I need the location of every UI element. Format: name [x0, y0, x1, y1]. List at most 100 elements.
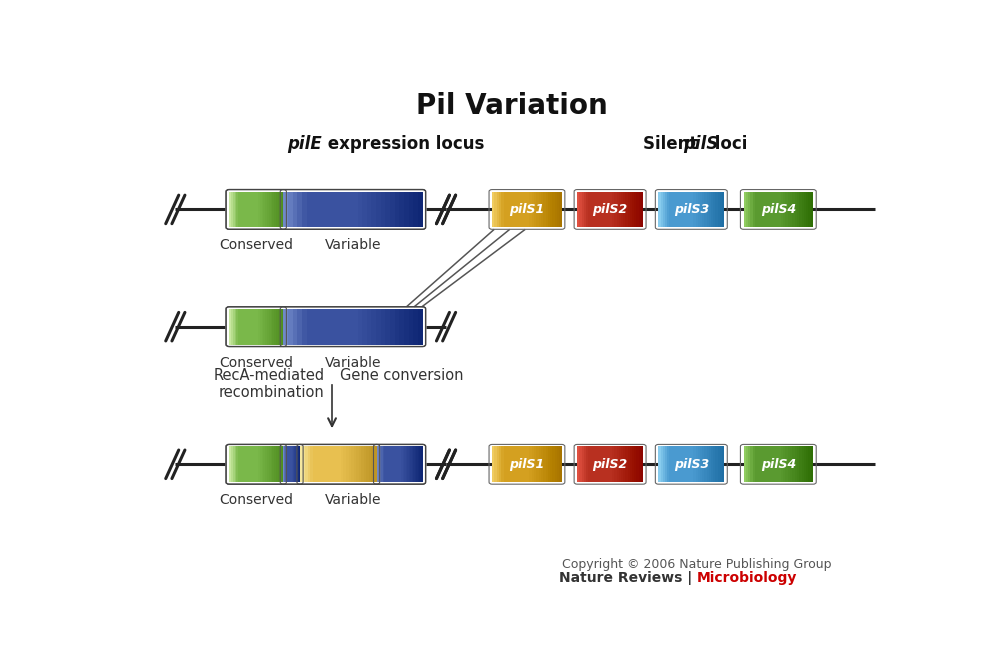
Bar	[297, 191, 301, 227]
Bar	[276, 446, 277, 482]
Bar	[577, 191, 580, 227]
Text: pilE: pilE	[287, 135, 322, 154]
Bar	[239, 191, 240, 227]
Bar	[276, 308, 277, 344]
Bar	[283, 308, 288, 344]
Bar	[261, 308, 263, 344]
Bar	[419, 446, 421, 482]
Bar	[759, 191, 762, 227]
Bar	[281, 446, 283, 482]
Bar	[254, 191, 256, 227]
Bar	[746, 191, 748, 227]
Bar	[353, 308, 357, 344]
Bar	[244, 446, 246, 482]
Bar	[311, 308, 315, 344]
Bar	[231, 308, 233, 344]
Bar	[343, 191, 348, 227]
Bar	[386, 446, 387, 482]
Bar	[586, 191, 588, 227]
Bar	[532, 191, 534, 227]
Text: Silent: Silent	[643, 135, 703, 154]
Bar	[357, 308, 362, 344]
Bar	[361, 446, 364, 482]
Bar	[311, 191, 315, 227]
Bar	[310, 446, 312, 482]
Bar	[755, 191, 757, 227]
Bar	[550, 191, 553, 227]
Bar	[248, 191, 250, 227]
Bar	[261, 191, 263, 227]
Bar	[315, 308, 320, 344]
Bar	[621, 446, 623, 482]
Bar	[248, 446, 250, 482]
Bar	[239, 446, 240, 482]
Bar	[270, 308, 272, 344]
Bar	[593, 191, 595, 227]
Bar	[597, 191, 599, 227]
Bar	[325, 308, 329, 344]
Bar	[413, 308, 418, 344]
Bar	[418, 446, 419, 482]
Bar	[799, 191, 801, 227]
Bar	[790, 191, 792, 227]
Bar	[685, 446, 687, 482]
Bar	[546, 446, 548, 482]
Bar	[274, 191, 276, 227]
Bar	[778, 191, 780, 227]
Bar	[230, 308, 231, 344]
Bar	[258, 191, 259, 227]
Text: Copyright © 2006 Nature Publishing Group: Copyright © 2006 Nature Publishing Group	[562, 558, 832, 571]
Bar	[416, 446, 418, 482]
Text: expression locus: expression locus	[322, 135, 484, 154]
Bar	[258, 308, 259, 344]
Bar	[584, 191, 586, 227]
Bar	[323, 446, 325, 482]
Bar	[334, 191, 339, 227]
Bar	[267, 446, 268, 482]
Bar	[700, 191, 703, 227]
Bar	[518, 446, 520, 482]
Bar	[582, 446, 584, 482]
Bar	[364, 446, 366, 482]
Bar	[369, 446, 371, 482]
Bar	[520, 446, 522, 482]
Bar	[676, 191, 679, 227]
Bar	[536, 446, 539, 482]
Bar	[766, 191, 769, 227]
Bar	[341, 446, 343, 482]
Bar	[617, 446, 619, 482]
Bar	[513, 191, 515, 227]
Bar	[621, 191, 623, 227]
Bar	[595, 191, 597, 227]
Bar	[534, 446, 536, 482]
Bar	[362, 308, 367, 344]
Bar	[670, 446, 672, 482]
Bar	[548, 446, 550, 482]
Bar	[415, 446, 416, 482]
Bar	[674, 191, 676, 227]
Text: Gene conversion: Gene conversion	[339, 367, 463, 383]
Bar	[663, 191, 665, 227]
Bar	[315, 191, 320, 227]
Bar	[339, 308, 343, 344]
Bar	[794, 191, 796, 227]
Bar	[387, 446, 389, 482]
Bar	[518, 191, 520, 227]
Bar	[371, 191, 376, 227]
Bar	[766, 446, 769, 482]
Bar	[593, 446, 595, 482]
Bar	[277, 446, 279, 482]
Bar	[267, 308, 268, 344]
Bar	[679, 191, 681, 227]
Bar	[543, 446, 546, 482]
Bar	[707, 191, 709, 227]
Bar	[279, 308, 281, 344]
Bar	[692, 191, 694, 227]
Bar	[661, 191, 663, 227]
Bar	[333, 446, 335, 482]
Bar	[639, 446, 641, 482]
Bar	[674, 446, 676, 482]
Bar	[597, 446, 599, 482]
Bar	[553, 191, 555, 227]
Text: Variable: Variable	[324, 238, 381, 252]
